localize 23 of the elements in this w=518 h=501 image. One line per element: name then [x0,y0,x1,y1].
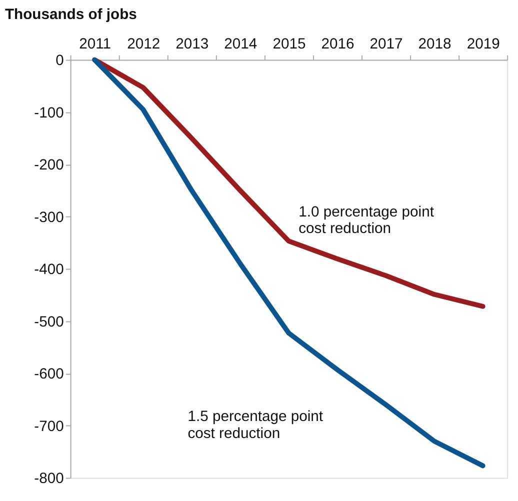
y-tick-label: -300 [34,210,64,226]
y-tick-label: 0 [56,53,64,70]
x-tick-label: 2018 [418,36,452,52]
y-tick-label: -400 [34,262,64,278]
y-tick-label: -700 [34,418,64,435]
x-tick-label: 2019 [466,36,500,52]
y-tick-label: -100 [34,105,64,122]
y-tick-label: -600 [34,366,64,383]
text: 1.5 percentage point cost reduction [188,409,324,442]
x-tick-label: 2013 [176,36,209,52]
x-tick-label: 2014 [224,36,258,52]
x-tick-label: 2015 [272,36,306,52]
x-tick-label: 2011 [79,36,112,52]
chart-title: Thousands of jobs [4,7,137,24]
y-tick-label: -800 [34,471,64,488]
y-tick-label: -200 [34,158,64,174]
line-series [92,57,486,309]
x-tick-label: 2017 [370,36,403,52]
x-tick-label: 2016 [321,36,354,52]
line-series [92,57,486,468]
y-tick-label: -500 [34,314,64,330]
series-label: 1.0 percentage point cost reduction [298,204,435,238]
x-tick-label: 2012 [127,36,160,52]
